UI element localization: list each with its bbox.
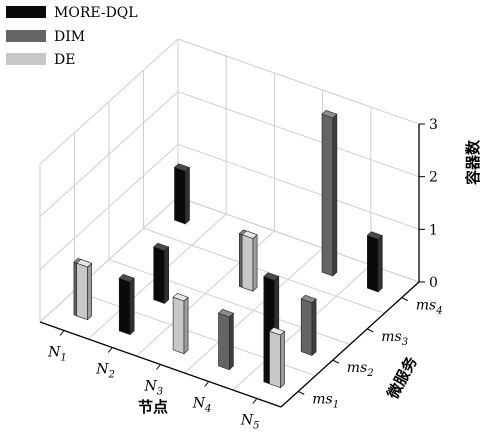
bar-side-face <box>164 246 169 305</box>
bar-dim-n4-ms4 <box>321 109 338 277</box>
legend-label-more-dql: MORE-DQL <box>54 5 138 21</box>
bar-front-face <box>366 234 379 293</box>
bar-top-face <box>268 327 286 336</box>
x-tick-mark <box>156 364 161 370</box>
bar-top-face <box>366 231 383 240</box>
bar-front-face <box>300 298 313 356</box>
z-axis-title: 容器数 <box>464 139 482 186</box>
legend-label-dim: DIM <box>54 29 85 45</box>
bar-front-face <box>118 277 131 336</box>
x-tick-mark <box>107 347 113 353</box>
y-tick-label: ms3 <box>381 329 408 348</box>
bar-side-face <box>377 234 383 293</box>
bar-front-face <box>76 262 88 321</box>
x-tick-label: N3 <box>144 379 164 398</box>
bar-side-face <box>129 277 135 336</box>
y-tick-label: ms2 <box>347 360 374 379</box>
bar-top-face <box>300 294 317 304</box>
x-tick-label: N1 <box>47 345 67 364</box>
bar-side-face <box>229 312 234 371</box>
back-wall-gridline <box>177 143 420 230</box>
bar-side-face <box>183 296 189 355</box>
bar-top-face <box>153 242 170 252</box>
x-tick-mark <box>59 330 65 336</box>
legend-swatch-de <box>6 53 46 65</box>
bar-front-face <box>269 330 281 389</box>
x-axis-title: 节点 <box>138 398 168 416</box>
back-wall-gridline <box>177 38 420 125</box>
bar-side-face <box>280 330 285 389</box>
bar-more-dql-n2-ms1 <box>118 274 135 336</box>
bar-front-face <box>321 113 334 277</box>
chart-labels: N1 N2 N3 N4 N5 ms1 ms2 ms3 ms4 0 1 2 3 <box>47 117 442 432</box>
bar-more-dql-n2-ms2 <box>153 242 170 305</box>
legend-label-de: DE <box>54 52 75 68</box>
bar-top-face <box>173 163 191 172</box>
bar-more-dql-n1-ms4 <box>173 163 191 225</box>
y-tick-mark <box>332 359 339 364</box>
z-tick-label: 1 <box>429 222 438 238</box>
bar-front-face <box>172 296 185 355</box>
side-wall-gridline <box>39 143 179 270</box>
y-axis-line <box>280 281 420 408</box>
bar-side-face <box>252 234 258 292</box>
bar-de-n3-ms3 <box>241 230 258 292</box>
bar-side-face <box>185 166 190 225</box>
x-tick-mark <box>252 398 258 404</box>
bar-top-face <box>321 109 338 119</box>
bar-dim-n4-ms1 <box>217 309 234 371</box>
back-wall-gridline <box>177 91 420 178</box>
y-tick-mark <box>367 328 374 333</box>
bar-front-face <box>174 166 186 225</box>
x-tick-label: N5 <box>240 413 260 432</box>
y-tick-mark <box>401 297 408 302</box>
bar-de-n3-ms1 <box>172 293 189 355</box>
bar-top-face <box>118 274 135 283</box>
x-tick-label: N2 <box>95 362 115 381</box>
bar-front-face <box>241 234 254 292</box>
bar-top-face <box>263 272 280 281</box>
floor-gridline <box>143 227 385 314</box>
side-wall-gridline <box>39 91 179 218</box>
bar-dim-n5-ms2 <box>300 294 317 357</box>
bar-side-face <box>311 298 317 357</box>
bar-top-face <box>172 293 189 302</box>
chart-axes <box>39 123 425 408</box>
bar-de-n1-ms1 <box>76 259 93 321</box>
bar-side-face <box>87 262 92 321</box>
x-tick-label: N4 <box>192 396 212 415</box>
bar-top-face <box>241 230 258 239</box>
legend-swatch-more-dql <box>6 6 46 18</box>
bar-top-face <box>76 259 93 268</box>
x-tick-mark <box>204 381 210 387</box>
chart-bars <box>73 109 383 389</box>
bar-front-face <box>218 312 230 371</box>
bar-de-n5-ms1 <box>268 327 286 389</box>
bar-side-face <box>332 113 338 277</box>
z-tick-label: 2 <box>429 170 438 186</box>
legend-swatch-dim <box>6 30 46 42</box>
chart-legend: MORE-DQL DIM DE <box>6 5 138 68</box>
z-tick-label: 3 <box>429 117 438 133</box>
y-tick-label: ms4 <box>416 298 443 317</box>
side-wall-gridline <box>39 38 179 165</box>
bar-front-face <box>153 246 165 304</box>
bar-top-face <box>217 309 234 318</box>
bar-more-dql-n5-ms4 <box>366 231 383 293</box>
y-tick-label: ms1 <box>312 391 339 410</box>
z-tick-label: 0 <box>429 275 438 291</box>
y-tick-mark <box>298 390 305 395</box>
y-axis-title: 微服务 <box>383 353 421 403</box>
